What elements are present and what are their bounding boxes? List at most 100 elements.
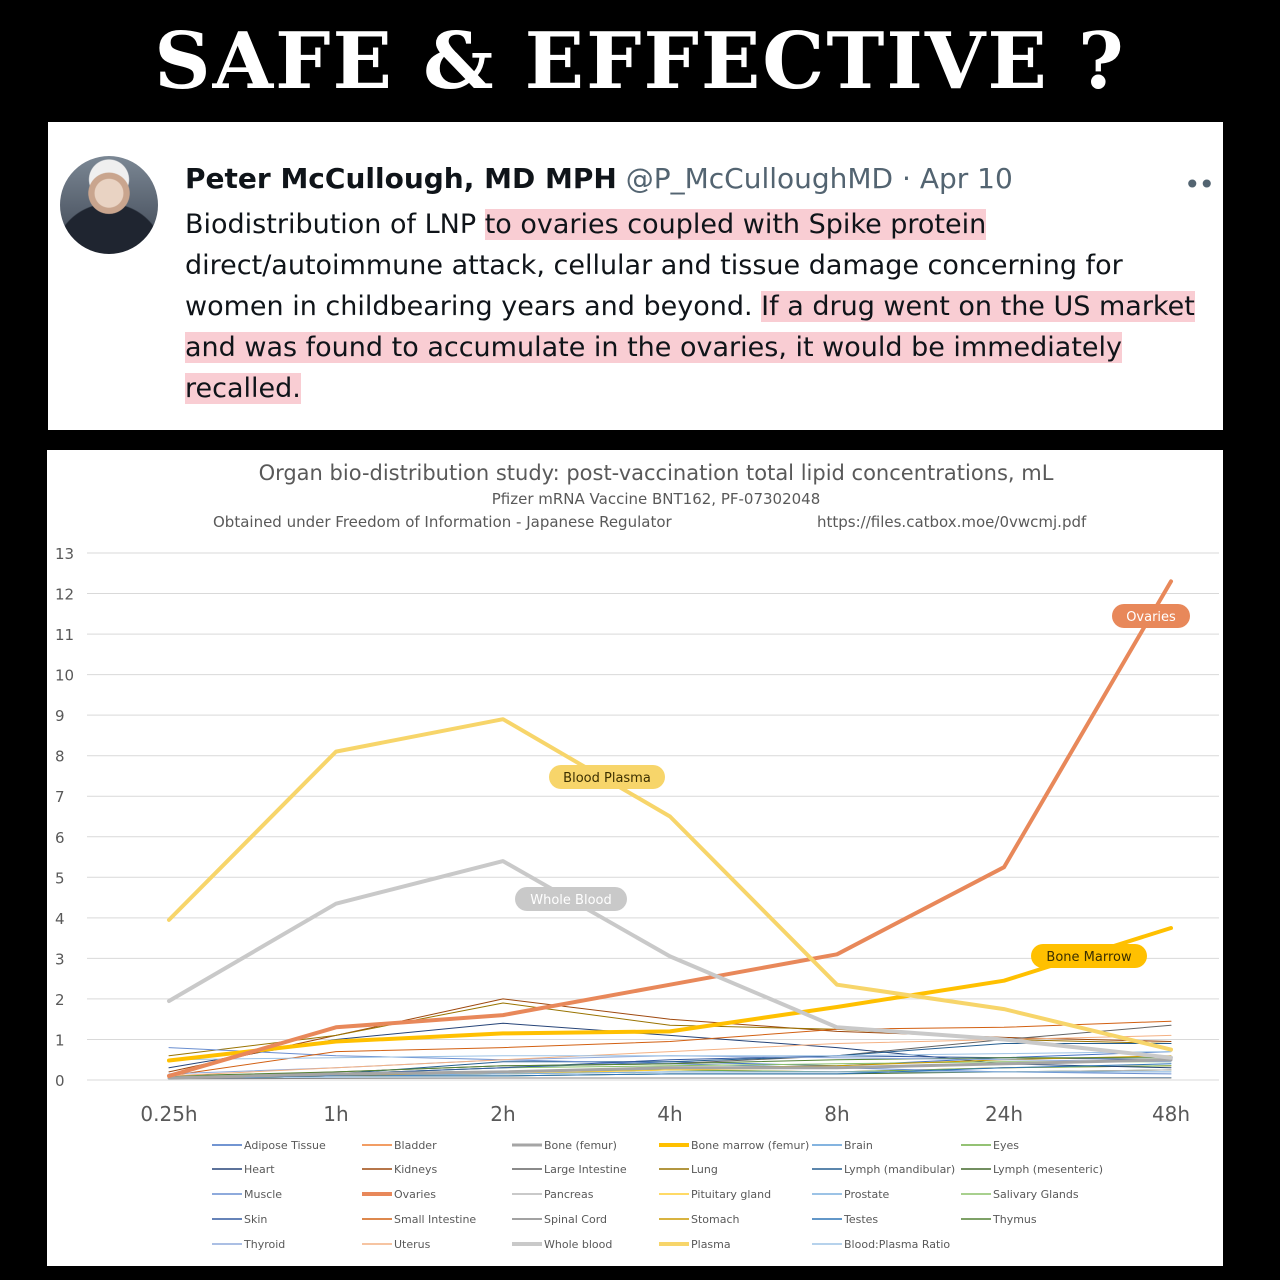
legend-item: Large Intestine — [512, 1163, 627, 1176]
y-tick-label: 8 — [55, 748, 65, 766]
y-tick-label: 6 — [55, 829, 65, 847]
legend-item: Uterus — [362, 1238, 431, 1251]
chart-title: Organ bio-distribution study: post-vacci… — [259, 461, 1054, 485]
separator-dot: · — [902, 162, 911, 195]
x-tick-label: 48h — [1152, 1102, 1190, 1126]
y-tick-label: 10 — [55, 667, 74, 685]
tweet-text: Biodistribution of LNP to ovaries couple… — [185, 204, 1215, 409]
callout-whole-blood: Whole Blood — [515, 887, 627, 911]
legend-item: Blood:Plasma Ratio — [812, 1238, 950, 1251]
more-options-icon[interactable]: •• — [1183, 168, 1215, 201]
legend-label: Pancreas — [544, 1188, 594, 1201]
legend-label: Kidneys — [394, 1163, 438, 1176]
x-tick-label: 0.25h — [140, 1102, 197, 1126]
y-tick-label: 7 — [55, 788, 65, 806]
legend-item: Kidneys — [362, 1163, 438, 1176]
legend-item: Heart — [212, 1163, 275, 1176]
legend-label: Eyes — [993, 1139, 1019, 1152]
series-line-thymus — [168, 1057, 1172, 1077]
tweet-text-part-3: direct/autoimmune attack, cellular and t… — [185, 250, 1123, 322]
author-name[interactable]: Peter McCullough, MD MPH — [185, 162, 617, 195]
legend-label: Large Intestine — [544, 1163, 627, 1176]
y-tick-label: 12 — [55, 586, 74, 604]
legend-item: Bone marrow (femur) — [659, 1139, 809, 1152]
y-tick-label: 1 — [55, 1031, 65, 1049]
legend-item: Salivary Glands — [961, 1188, 1079, 1201]
y-tick-label: 3 — [55, 950, 65, 968]
legend-item: Plasma — [659, 1238, 731, 1251]
legend-label: Blood:Plasma Ratio — [844, 1238, 950, 1251]
series-line-small-intestine — [168, 1020, 1172, 1077]
series-line-testes — [168, 1063, 1172, 1079]
series-line-blood-plasma-ratio — [168, 1051, 1172, 1061]
legend-item: Spinal Cord — [512, 1213, 607, 1226]
chart-panel: Organ bio-distribution study: post-vacci… — [47, 450, 1223, 1266]
line-chart: Organ bio-distribution study: post-vacci… — [55, 461, 1219, 1251]
legend-label: Bone (femur) — [544, 1139, 617, 1152]
avatar[interactable] — [60, 156, 158, 254]
legend-label: Muscle — [244, 1188, 282, 1201]
x-tick-label: 4h — [657, 1102, 682, 1126]
legend-item: Ovaries — [362, 1188, 436, 1201]
series-line-lung — [168, 1002, 1172, 1057]
legend-label: Small Intestine — [394, 1213, 476, 1226]
legend-item: Bladder — [362, 1139, 437, 1152]
svg-text:Blood Plasma: Blood Plasma — [563, 771, 651, 786]
y-tick-label: 13 — [55, 545, 74, 563]
legend-item: Muscle — [212, 1188, 282, 1201]
tweet-date[interactable]: Apr 10 — [919, 162, 1013, 195]
author-handle[interactable]: @P_McCulloughMD — [625, 162, 894, 195]
legend-item: Stomach — [659, 1213, 740, 1226]
legend-label: Skin — [244, 1213, 267, 1226]
chart-source-left: Obtained under Freedom of Information - … — [213, 513, 673, 531]
tweet-text-highlight-1: to ovaries coupled with Spike protein — [484, 209, 987, 240]
legend-item: Testes — [812, 1213, 878, 1226]
legend-label: Stomach — [691, 1213, 740, 1226]
legend-label: Bone marrow (femur) — [691, 1139, 809, 1152]
legend-label: Lymph (mandibular) — [844, 1163, 955, 1176]
legend-label: Adipose Tissue — [244, 1139, 326, 1152]
series-line-plasma — [167, 717, 1173, 1052]
legend-label: Lung — [691, 1163, 718, 1176]
x-tick-label: 1h — [323, 1102, 348, 1126]
legend-label: Thyroid — [243, 1238, 285, 1251]
legend-item: Thyroid — [212, 1238, 285, 1251]
legend-label: Spinal Cord — [544, 1213, 607, 1226]
svg-text:Whole Blood: Whole Blood — [530, 893, 611, 908]
legend-label: Plasma — [691, 1238, 731, 1251]
tweet-card[interactable]: Peter McCullough, MD MPH @P_McCulloughMD… — [48, 122, 1223, 430]
legend-label: Prostate — [844, 1188, 890, 1201]
callout-blood-plasma: Blood Plasma — [549, 765, 665, 789]
callout-ovaries: Ovaries — [1112, 604, 1190, 628]
legend-item: Skin — [212, 1213, 267, 1226]
y-tick-label: 9 — [55, 707, 65, 725]
series-line-bone-marrow-femur- — [167, 926, 1173, 1063]
legend-label: Thymus — [992, 1213, 1037, 1226]
legend-label: Uterus — [394, 1238, 431, 1251]
legend-item: Thymus — [961, 1213, 1037, 1226]
series-line-ovaries — [167, 579, 1173, 1078]
callout-bone-marrow: Bone Marrow — [1031, 944, 1147, 968]
series-line-bone-femur- — [167, 1058, 1173, 1080]
legend-label: Lymph (mesenteric) — [993, 1163, 1103, 1176]
legend-label: Brain — [844, 1139, 873, 1152]
legend-label: Heart — [244, 1163, 275, 1176]
series-line-spinal-cord — [168, 1077, 1172, 1080]
x-tick-label: 2h — [490, 1102, 515, 1126]
legend-item: Adipose Tissue — [212, 1139, 326, 1152]
x-tick-label: 24h — [985, 1102, 1023, 1126]
y-tick-label: 5 — [55, 869, 65, 887]
svg-text:Ovaries: Ovaries — [1126, 610, 1176, 625]
y-tick-label: 2 — [55, 991, 65, 1009]
legend-item: Lymph (mesenteric) — [961, 1163, 1103, 1176]
x-tick-label: 8h — [824, 1102, 849, 1126]
legend-label: Pituitary gland — [691, 1188, 771, 1201]
legend-item: Whole blood — [512, 1238, 612, 1251]
headline: SAFE & EFFECTIVE ? — [154, 16, 1126, 107]
legend-item: Lung — [659, 1163, 718, 1176]
legend-item: Prostate — [812, 1188, 890, 1201]
legend-item: Lymph (mandibular) — [812, 1163, 955, 1176]
legend-item: Pituitary gland — [659, 1188, 771, 1201]
y-tick-label: 11 — [55, 626, 74, 644]
y-tick-label: 4 — [55, 910, 65, 928]
